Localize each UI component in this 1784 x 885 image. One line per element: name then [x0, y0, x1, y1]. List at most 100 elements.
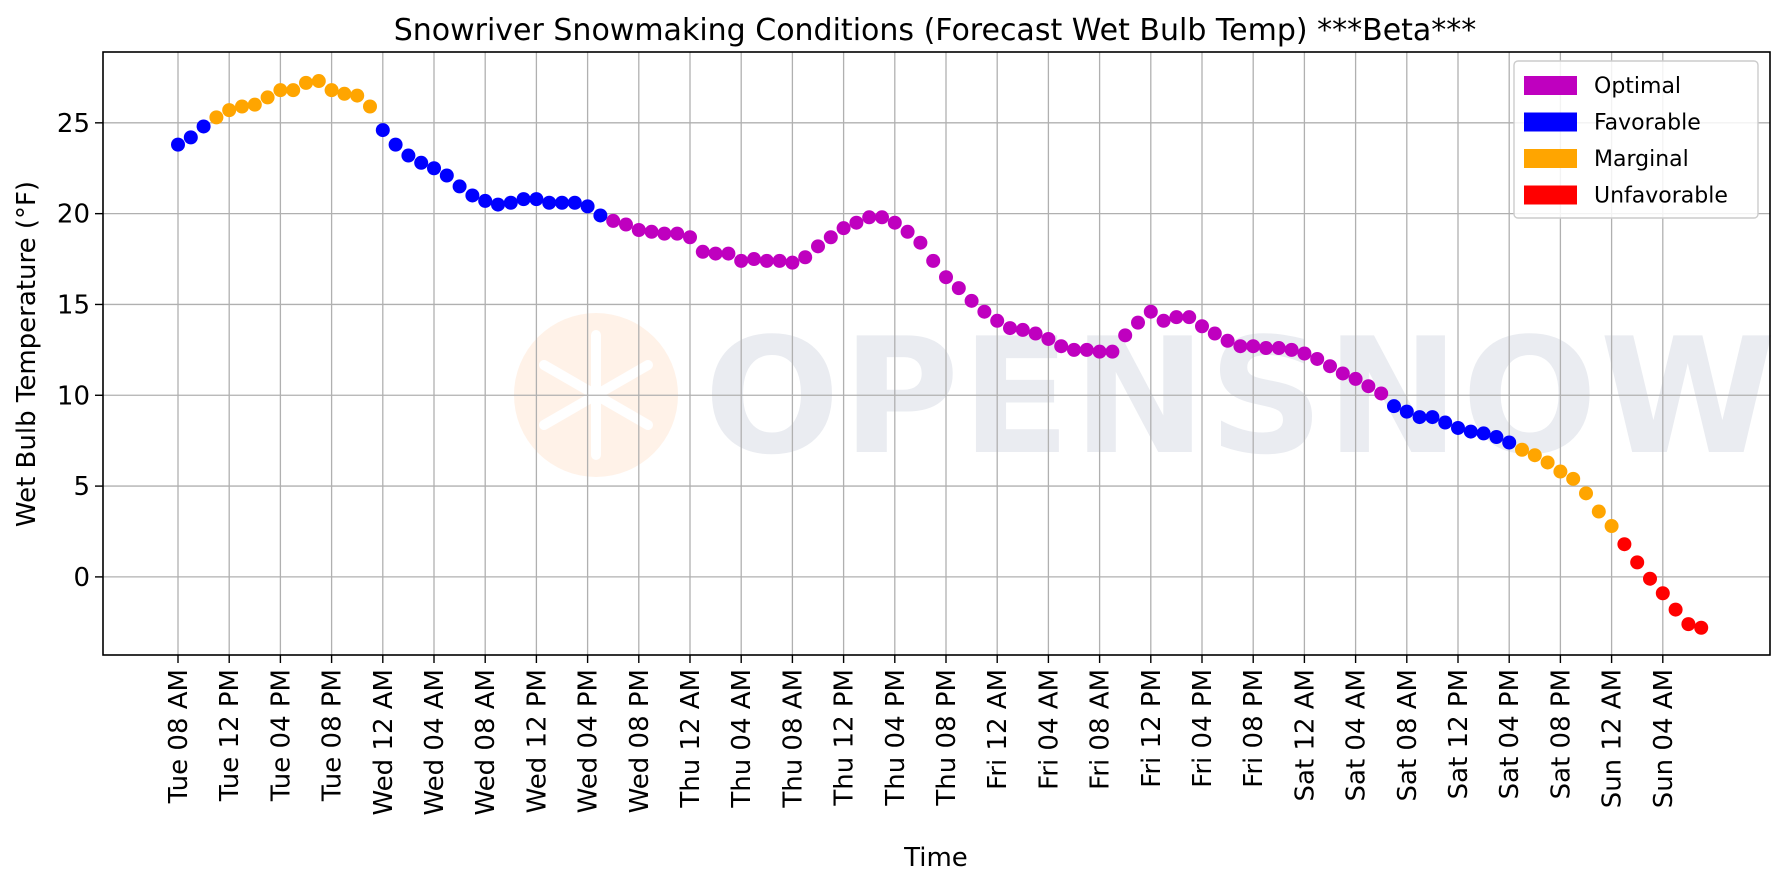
x-tick-label: Wed 12 PM	[522, 669, 552, 813]
data-point-marginal	[235, 99, 249, 114]
data-point-favorable	[375, 123, 390, 138]
data-point-marginal	[1540, 455, 1555, 470]
data-point-favorable	[529, 192, 544, 207]
x-tick-label: Fri 04 PM	[1188, 669, 1218, 788]
data-point-optimal	[708, 246, 723, 261]
x-tick-label: Sun 12 AM	[1598, 669, 1628, 808]
data-point-optimal	[657, 226, 672, 241]
y-tick-label: 20	[57, 200, 90, 230]
data-point-optimal	[1041, 331, 1056, 346]
data-point-favorable	[427, 161, 441, 176]
data-point-optimal	[1220, 333, 1235, 348]
data-point-optimal	[1271, 341, 1286, 356]
data-point-marginal	[1515, 442, 1529, 457]
legend-swatch-optimal	[1524, 76, 1577, 95]
data-point-optimal	[926, 253, 941, 268]
opensnow-watermark: OPENSNOW	[514, 303, 1778, 490]
data-point-optimal	[1233, 339, 1248, 354]
data-point-optimal	[1348, 371, 1363, 386]
data-point-favorable	[401, 148, 416, 163]
data-point-marginal	[247, 97, 262, 112]
data-point-optimal	[606, 213, 621, 228]
x-tick-label: Wed 04 PM	[574, 669, 604, 813]
data-point-optimal	[772, 253, 787, 268]
x-tick-label: Fri 12 AM	[983, 669, 1013, 790]
data-point-favorable	[1438, 415, 1453, 430]
data-point-optimal	[1259, 341, 1273, 356]
y-tick-label: 10	[57, 381, 90, 411]
data-point-optimal	[1156, 313, 1171, 328]
x-tick-label: Thu 12 AM	[676, 669, 706, 809]
y-tick-label: 5	[73, 472, 90, 502]
data-point-unfavorable	[1668, 602, 1683, 617]
x-tick-label: Thu 08 PM	[932, 669, 962, 807]
data-point-optimal	[721, 246, 736, 261]
data-point-optimal	[1297, 346, 1312, 361]
data-point-favorable	[183, 130, 198, 145]
x-tick-label: Thu 04 PM	[881, 669, 911, 807]
data-point-favorable	[555, 195, 569, 210]
data-point-favorable	[503, 195, 518, 210]
data-point-optimal	[875, 210, 889, 225]
data-point-optimal	[683, 230, 697, 245]
data-point-optimal	[1118, 328, 1133, 343]
data-point-marginal	[1591, 504, 1606, 519]
watermark-text: OPENSNOW	[704, 303, 1778, 490]
data-point-optimal	[1015, 322, 1030, 337]
data-point-optimal	[990, 313, 1005, 328]
chart-title: Snowriver Snowmaking Conditions (Forecas…	[394, 13, 1477, 48]
data-point-unfavorable	[1617, 537, 1632, 552]
data-point-optimal	[1335, 366, 1350, 381]
data-point-marginal	[286, 83, 301, 98]
y-tick-label: 25	[57, 109, 90, 139]
data-point-favorable	[1425, 410, 1440, 425]
data-point-unfavorable	[1694, 620, 1709, 635]
data-point-optimal	[1131, 315, 1145, 330]
plot-frame	[102, 51, 1771, 656]
data-points	[171, 74, 1709, 635]
x-tick-label: Sat 04 AM	[1342, 669, 1372, 801]
data-point-unfavorable	[1681, 617, 1696, 632]
data-point-optimal	[887, 215, 902, 230]
x-tick-label: Wed 08 PM	[625, 669, 655, 813]
data-point-optimal	[1169, 310, 1184, 325]
x-tick-label: Thu 04 AM	[727, 669, 757, 809]
legend-label-marginal: Marginal	[1594, 147, 1689, 172]
x-axis-ticks: Tue 08 AM Tue 12 PM Tue 04 PM Tue 08 PM Wed …	[164, 655, 1679, 816]
data-point-favorable	[516, 192, 531, 207]
data-point-optimal	[1310, 351, 1325, 366]
x-tick-label: Tue 08 PM	[318, 669, 348, 802]
data-point-optimal	[1003, 321, 1017, 336]
data-point-optimal	[798, 250, 813, 265]
data-point-favorable	[1502, 435, 1517, 450]
data-point-optimal	[823, 230, 838, 245]
data-point-optimal	[1207, 326, 1222, 341]
data-point-optimal	[759, 253, 774, 268]
x-axis-label: Time	[903, 843, 968, 873]
data-point-optimal	[1284, 342, 1299, 357]
data-point-optimal	[747, 252, 761, 267]
x-tick-label: Tue 08 AM	[164, 669, 194, 804]
x-tick-label: Fri 12 PM	[1137, 669, 1167, 788]
data-point-favorable	[478, 193, 493, 208]
data-point-marginal	[363, 99, 377, 114]
x-tick-label: Fri 04 AM	[1034, 669, 1064, 790]
data-point-favorable	[452, 179, 467, 194]
data-point-optimal	[1143, 304, 1158, 319]
data-point-unfavorable	[1630, 555, 1645, 570]
data-point-marginal	[1527, 448, 1542, 463]
data-point-optimal	[913, 235, 928, 250]
data-point-favorable	[1476, 426, 1491, 441]
y-tick-label: 0	[73, 563, 90, 593]
data-point-marginal	[273, 83, 288, 98]
data-point-favorable	[196, 119, 211, 134]
legend-label-favorable: Favorable	[1594, 111, 1701, 136]
data-point-optimal	[785, 255, 800, 270]
data-point-optimal	[1105, 344, 1120, 359]
data-point-optimal	[939, 270, 953, 285]
x-tick-label: Sat 12 PM	[1444, 669, 1474, 799]
data-point-optimal	[1028, 326, 1043, 341]
data-point-optimal	[977, 304, 992, 319]
data-point-marginal	[1604, 519, 1619, 534]
